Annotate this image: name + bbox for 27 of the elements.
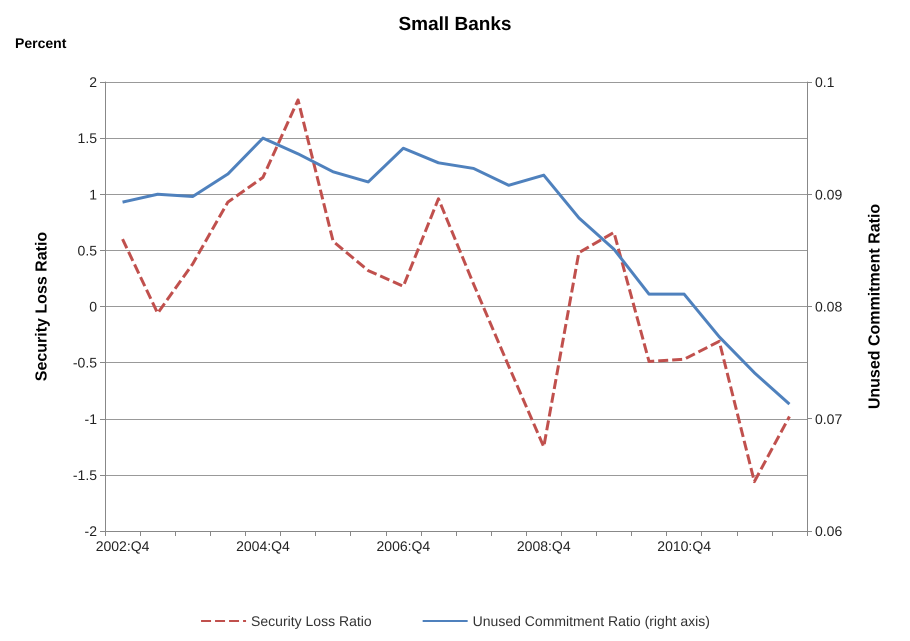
y-tick-label: -2 [84,523,98,539]
y2-axis-title: Unused Commitment Ratio [866,204,884,410]
y2-tick-label: 0.07 [815,410,842,427]
line-series [121,98,791,484]
y2-tick-label: 0.08 [815,298,842,314]
y-tick-label: 0 [89,298,98,314]
y-axis-title: Security Loss Ratio [34,232,50,382]
x-tick-label: 2006:Q4 [376,538,430,554]
y-tick-label: 2 [89,74,98,90]
x-tick-label: 2004:Q4 [236,538,290,554]
y2-tick-label: 0.1 [815,74,835,90]
y-tick-label: 1 [89,186,98,202]
chart-title: Small Banks [398,14,512,35]
y-tick-label: 0.5 [78,242,98,258]
text: Percent [15,35,67,51]
y-tick-label: -1.5 [72,466,98,483]
x-tick-label: 2010:Q4 [657,538,712,554]
y-tick-label: -0.5 [72,354,98,371]
line-series [121,136,791,406]
y2-tick-label: 0.09 [815,186,842,202]
x-tick-label: 2008:Q4 [516,538,571,554]
y-tick-label: -1 [84,410,98,427]
legend-label: Unused Commitment Ratio (right axis) [472,613,710,629]
x-tick-label: 2002:Q4 [96,538,150,554]
legend-label: Security Loss Ratio [251,613,372,629]
y-tick-label: 1.5 [78,130,98,146]
y2-tick-label: 0.06 [815,523,842,539]
